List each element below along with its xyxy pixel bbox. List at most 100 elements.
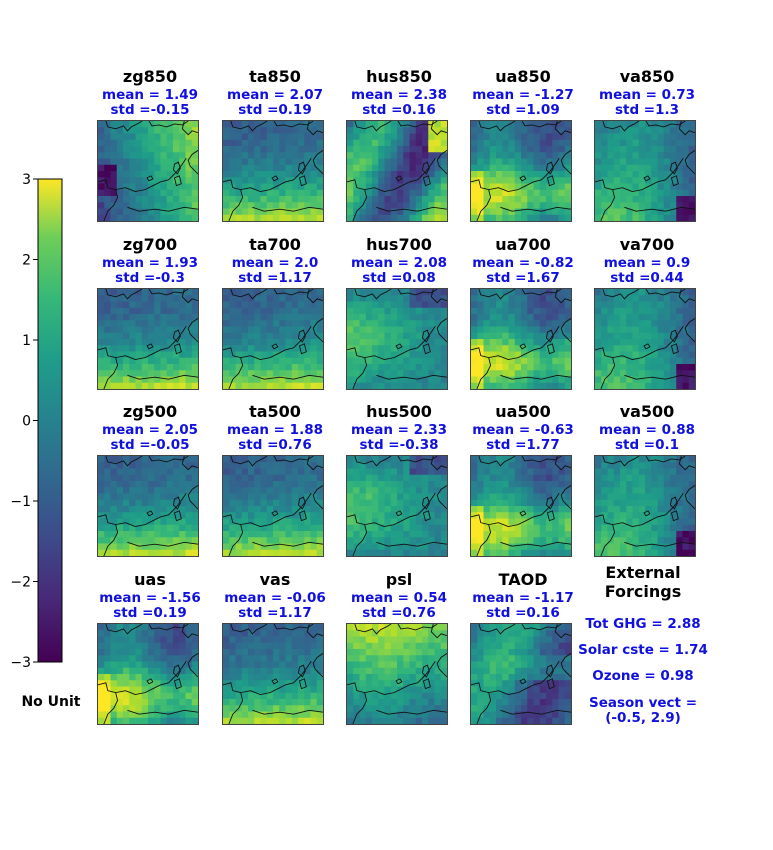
heatmap-cell [632,301,640,309]
heatmap-cell [347,301,354,309]
heatmap-cell [502,524,509,532]
heatmap-cell [173,543,180,551]
heatmap-cell [310,630,318,637]
heatmap-cell [521,332,528,340]
heatmap-cell [173,674,180,681]
heatmap-cell [521,320,528,327]
heatmap-cell [527,512,534,519]
heatmap-cell [428,493,435,501]
heatmap-cell [403,481,410,488]
heatmap-cell [365,493,373,501]
heatmap-cell [359,531,367,538]
heatmap-cell [422,630,429,637]
heatmap-cell [527,171,534,178]
heatmap-cell [422,189,429,197]
heatmap-cell [285,121,293,128]
heatmap-cell [229,630,236,637]
heatmap-cell [613,506,621,513]
heatmap-cell [638,524,646,532]
panel-title: hus500 [366,402,432,421]
heatmap-cell [638,196,646,203]
coastline [148,456,189,463]
heatmap-cell [415,202,423,209]
heatmap-cell [148,537,155,544]
coastline [436,653,447,678]
heatmap-cell [148,474,155,482]
heatmap-cell [110,543,118,551]
heatmap-cell [191,506,198,513]
heatmap-cell [645,524,652,532]
heatmap-cell [502,456,509,463]
heatmap-cell [601,189,608,197]
heatmap-cell [110,121,118,128]
heatmap-cell [688,462,695,469]
heatmap-cell [123,139,130,147]
heatmap-cell [558,543,566,551]
heatmap-cell [489,314,497,321]
heatmap-cell [229,549,236,556]
heatmap-cell [670,326,677,334]
heatmap-cell [471,506,478,513]
heatmap-cell [135,499,143,507]
heatmap-cell [304,524,311,532]
heatmap-cell [645,158,652,166]
heatmap-cell [160,624,168,631]
heatmap-cell [601,549,608,556]
heatmap-cell [285,133,293,141]
heatmap-cell [601,152,608,159]
heatmap-cell [533,630,541,637]
heatmap-cell [670,524,677,532]
heatmap-cell [626,351,633,359]
heatmap-cell [285,301,293,309]
heatmap-cell [310,177,318,184]
heatmap-cell [546,512,553,519]
heatmap-cell [657,474,665,482]
heatmap-cell [508,524,516,532]
heatmap-cell [291,189,299,197]
heatmap-cell [415,295,423,302]
heatmap-cell [173,692,180,700]
heatmap-cell [613,152,621,159]
heatmap-cell [166,661,174,669]
heatmap-cell [372,524,379,532]
heatmap-cell [285,332,293,340]
heatmap-cell [384,214,392,221]
heatmap-cell [626,127,633,134]
heatmap-cell [384,345,392,352]
heatmap-cell [135,196,143,203]
heatmap-cell [372,202,379,209]
heatmap-cell [148,295,155,302]
heatmap-cell [428,692,435,700]
heatmap-cell [154,686,161,694]
heatmap-cell [378,376,385,384]
heatmap-cell [241,680,249,687]
heatmap-cell [632,370,640,377]
heatmap-cell [191,376,198,384]
coastline [168,326,187,349]
heatmap-cell [564,462,571,469]
heatmap-cell [353,133,360,141]
heatmap-cell [353,642,360,650]
heatmap-cell [514,326,522,334]
heatmap-cell [397,499,404,507]
heatmap-cell [347,339,354,346]
heatmap-cell [607,462,615,469]
heatmap-cell [477,364,484,371]
heatmap-cell [428,711,435,719]
heatmap-cell [179,705,186,712]
heatmap-cell [676,518,683,526]
heatmap-cell [166,370,174,377]
heatmap-cell [98,674,105,681]
heatmap-cell [359,512,367,519]
heatmap-cell [657,121,665,128]
coastline [181,456,198,471]
heatmap-cell [558,127,566,134]
heatmap-cell [279,177,286,184]
heatmap-cell [223,705,230,712]
heatmap-cell [676,537,683,544]
heatmap-cell [508,642,516,650]
heatmap-cell [316,711,323,719]
heatmap-cell [527,518,534,526]
heatmap-cell [135,314,143,321]
heatmap-cell [359,121,367,128]
